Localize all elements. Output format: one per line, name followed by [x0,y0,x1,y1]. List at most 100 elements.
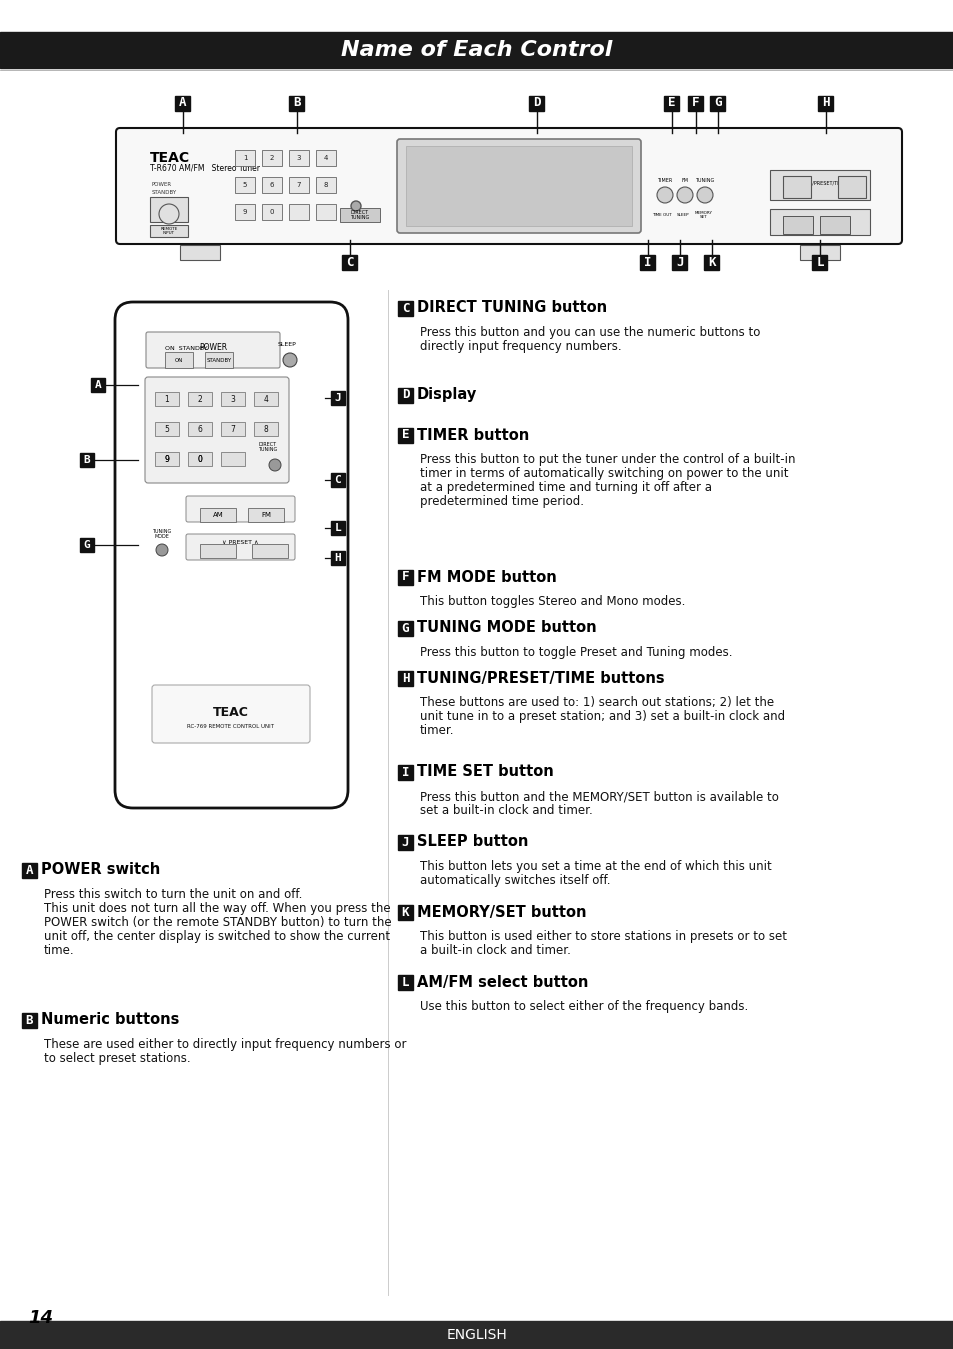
Text: This button is used either to store stations in presets or to set: This button is used either to store stat… [419,929,786,943]
Bar [769,170,869,200]
Text: Press this button to put the tuner under the control of a built-in: Press this button to put the tuner under… [419,453,795,465]
Text: TEAC: TEAC [150,151,190,165]
Text: POWER: POWER [152,182,172,188]
Bar [397,301,413,316]
Bar [315,204,335,220]
Text: DIRECT
TUNING: DIRECT TUNING [258,441,277,452]
FancyBboxPatch shape [145,376,289,483]
Text: RC-769 REMOTE CONTROL UNIT: RC-769 REMOTE CONTROL UNIT [188,723,274,728]
Bar [0,32,953,67]
Bar [837,175,865,198]
Text: J: J [335,393,341,403]
Text: MEMORY/SET button: MEMORY/SET button [416,904,586,920]
Text: unit off, the center display is switched to show the current: unit off, the center display is switched… [44,929,390,943]
Text: unit tune in to a preset station; and 3) set a built-in clock and: unit tune in to a preset station; and 3)… [419,710,784,723]
Text: POWER switch: POWER switch [41,862,160,877]
Text: TEAC: TEAC [213,706,249,719]
Bar [818,96,833,111]
Text: This unit does not turn all the way off. When you press the: This unit does not turn all the way off.… [44,902,390,915]
Text: E: E [401,429,409,441]
Text: C: C [401,301,409,314]
Text: set a built-in clock and timer.: set a built-in clock and timer. [419,804,592,817]
Text: 7: 7 [296,182,301,188]
Text: TUNING
MODE: TUNING MODE [152,529,172,540]
Bar [664,96,679,111]
Bar [397,621,413,635]
Text: SLEEP: SLEEP [676,213,689,217]
Bar [188,422,212,436]
Text: This button lets you set a time at the end of which this unit: This button lets you set a time at the e… [419,861,771,873]
Text: DIRECT
TUNING: DIRECT TUNING [350,209,369,220]
Text: ON: ON [174,357,183,363]
Text: K: K [707,255,715,268]
Text: REMOTE
INPUT: REMOTE INPUT [160,227,177,235]
Text: STANDBY: STANDBY [206,357,232,363]
Text: FM MODE button: FM MODE button [416,569,557,584]
Text: Numeric buttons: Numeric buttons [41,1013,179,1028]
Text: G: G [714,97,721,109]
Bar [154,393,179,406]
Text: L: L [401,975,409,989]
Bar [262,204,282,220]
Text: L: L [335,523,341,533]
Bar [180,246,220,260]
Bar [331,550,345,565]
Text: TIME OUT: TIME OUT [652,213,671,217]
Text: B: B [26,1013,33,1027]
Text: FM: FM [261,513,271,518]
Bar [342,255,357,270]
Circle shape [283,353,296,367]
Bar [253,393,277,406]
Bar [397,974,413,990]
Text: Display: Display [416,387,476,402]
Bar [221,393,245,406]
Text: 14: 14 [28,1309,53,1327]
Text: F: F [692,97,699,109]
Circle shape [657,188,672,202]
Text: 0: 0 [270,209,274,214]
Bar [315,177,335,193]
Text: D: D [401,389,409,402]
Text: TIME SET button: TIME SET button [416,765,553,780]
Bar [769,209,869,235]
Bar [331,473,345,487]
Text: H: H [335,553,341,563]
Bar [150,197,188,223]
Text: G: G [84,540,91,550]
Text: C: C [335,475,341,486]
Text: 4: 4 [323,155,328,161]
Bar [672,255,687,270]
Bar [397,387,413,402]
Text: F: F [401,571,409,584]
Text: E: E [667,97,675,109]
Bar [782,175,810,198]
Bar [205,352,233,368]
FancyBboxPatch shape [115,302,348,808]
Bar [188,452,212,465]
FancyBboxPatch shape [396,139,640,233]
Text: timer.: timer. [419,724,454,737]
Text: at a predetermined time and turning it off after a: at a predetermined time and turning it o… [419,482,711,494]
Bar [0,1321,953,1349]
Bar [252,544,288,558]
Bar [80,538,94,552]
Bar [782,216,812,233]
Text: SLEEP button: SLEEP button [416,835,528,850]
Text: DIRECT TUNING button: DIRECT TUNING button [416,301,606,316]
Text: Name of Each Control: Name of Each Control [341,40,612,59]
Text: These are used either to directly input frequency numbers or: These are used either to directly input … [44,1037,406,1051]
Text: 4: 4 [263,394,268,403]
Bar [397,765,413,780]
Bar [331,391,345,405]
Bar [253,422,277,436]
Text: TUNING/PRESET/TIME buttons: TUNING/PRESET/TIME buttons [416,670,664,685]
Text: ON  STANDBY: ON STANDBY [165,345,208,351]
Bar [397,835,413,850]
Text: MEMORY
SET: MEMORY SET [695,210,712,220]
Bar [289,204,309,220]
Text: POWER: POWER [199,344,227,352]
Text: TUNING/PRESET/TIME: TUNING/PRESET/TIME [793,181,845,186]
Bar [289,96,304,111]
Text: 0: 0 [197,455,202,464]
Bar [221,422,245,436]
